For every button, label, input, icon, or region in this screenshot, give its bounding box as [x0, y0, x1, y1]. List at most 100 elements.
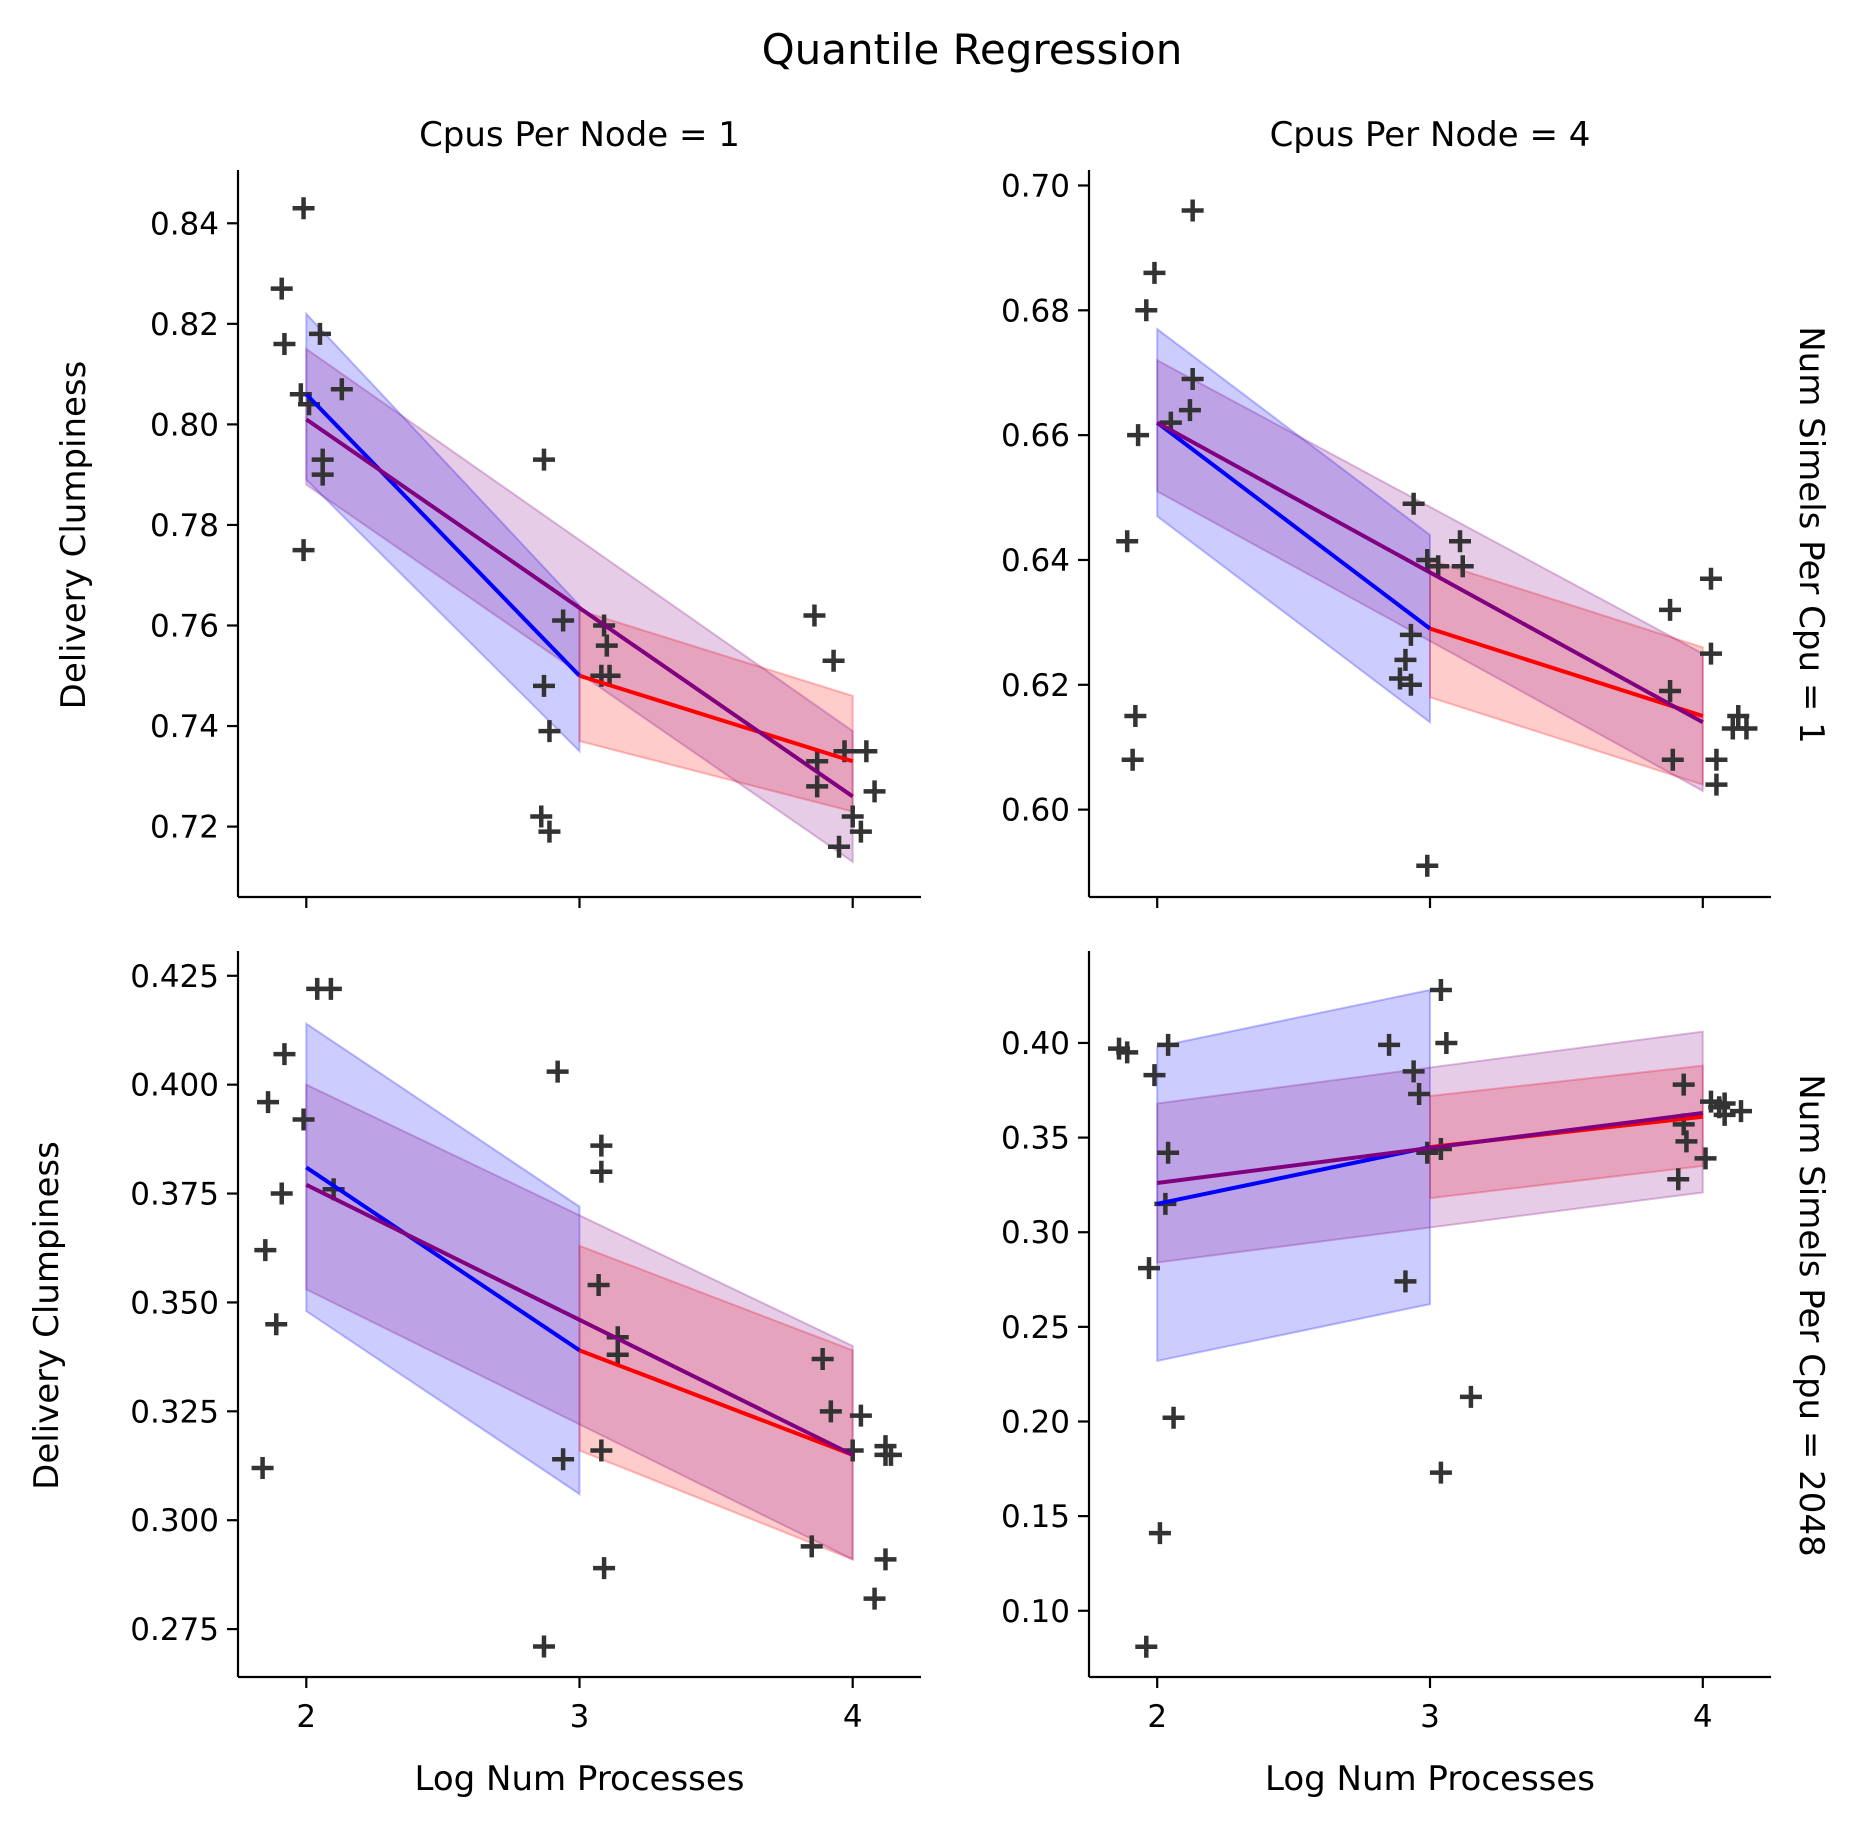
- data-point: [1659, 598, 1682, 621]
- panel-4: 2 3 4 0.10 0.15 0.20 0.25 0.30 0.35 0.40 Num Simel…: [1001, 951, 1831, 1799]
- data-point: [1429, 978, 1452, 1001]
- data-point: [1449, 530, 1472, 553]
- y-tick-label: 0.74: [150, 709, 219, 745]
- data-point: [606, 1343, 629, 1366]
- data-point: [292, 539, 315, 562]
- overall-fit-line: [1156, 1111, 1704, 1185]
- data-point: [532, 448, 555, 471]
- data-point: [806, 775, 829, 798]
- y-tick-label: 0.425: [130, 959, 219, 995]
- data-point: [1699, 567, 1722, 590]
- y-tick-label: 0.62: [1001, 668, 1070, 704]
- data-point: [811, 1348, 834, 1371]
- data-point: [822, 649, 845, 672]
- low-segment-fit-line: [1155, 421, 1432, 631]
- data-point: [1394, 1270, 1417, 1293]
- low-segment-fit-line: [1156, 1145, 1431, 1206]
- data-point: [1429, 1461, 1452, 1484]
- data-point: [538, 720, 561, 743]
- data-point: [1672, 1073, 1695, 1096]
- panel-1: 0.72 0.74 0.76 0.78 0.80 0.82 0.84 Cpus Per Nod…: [54, 115, 921, 908]
- data-point: [1157, 1033, 1180, 1056]
- data-point: [1148, 1522, 1171, 1545]
- data-point: [841, 805, 864, 828]
- y-tick-label: 0.76: [150, 609, 219, 645]
- y-tick-label: 0.60: [1001, 793, 1070, 829]
- data-point: [595, 634, 618, 657]
- x-axis-label: Log Num Processes: [1265, 1759, 1595, 1799]
- data-point: [532, 674, 555, 697]
- data-point: [1699, 642, 1722, 665]
- column-facet-title: Cpus Per Node = 1: [419, 115, 740, 155]
- data-point: [1727, 705, 1750, 727]
- data-point: [1667, 1168, 1690, 1191]
- data-point: [1121, 748, 1144, 771]
- x-tick-label: 3: [1420, 1699, 1440, 1735]
- y-tick-label: 0.82: [150, 307, 219, 343]
- data-point: [1399, 623, 1422, 646]
- facet-grid: 0.72 0.74 0.76 0.78 0.80 0.82 0.84 Cpus Per Nod…: [27, 115, 1831, 1799]
- data-point: [587, 1274, 610, 1297]
- high-segment-fit-line: [578, 673, 854, 764]
- data-point: [1399, 673, 1422, 696]
- data-point: [1116, 530, 1139, 553]
- y-tick-label: 0.300: [130, 1503, 219, 1539]
- data-point: [292, 1108, 315, 1131]
- data-point: [1124, 705, 1147, 727]
- overall-band: [305, 347, 854, 864]
- y-tick-label: 0.20: [1001, 1404, 1070, 1440]
- overall-band: [1156, 358, 1704, 793]
- y-tick-label: 0.66: [1001, 418, 1070, 454]
- data-point: [257, 1091, 280, 1114]
- data-point: [803, 604, 826, 627]
- high-segment-fit-line: [1429, 626, 1704, 718]
- data-point: [552, 609, 575, 632]
- data-point: [273, 332, 296, 355]
- x-tick-label: 4: [843, 1699, 863, 1735]
- data-point: [849, 1404, 872, 1427]
- data-point: [1416, 854, 1439, 877]
- data-point: [819, 1400, 842, 1423]
- panel-3: 2 3 4 0.275 0.300 0.325 0.350 0.375 0.400 0.425 De…: [27, 951, 921, 1799]
- y-tick-label: 0.80: [150, 407, 219, 443]
- data-point: [1435, 1031, 1458, 1054]
- data-point: [855, 740, 878, 763]
- y-tick-label: 0.64: [1001, 543, 1070, 579]
- data-point: [319, 977, 342, 1000]
- data-point: [1135, 1635, 1158, 1658]
- y-tick-label: 0.40: [1001, 1026, 1070, 1062]
- data-point: [1138, 1257, 1161, 1280]
- column-facet-title: Cpus Per Node = 4: [1270, 115, 1591, 155]
- data-point: [1394, 648, 1417, 671]
- row-facet-title: Num Simels Per Cpu = 1: [1791, 326, 1831, 744]
- high-segment-fit-line: [578, 1348, 854, 1457]
- data-point: [308, 322, 331, 345]
- scatter-points: [1108, 978, 1752, 1658]
- figure-title: Quantile Regression: [762, 25, 1183, 74]
- y-tick-label: 0.15: [1001, 1499, 1070, 1535]
- overall-fit-line: [1156, 420, 1704, 724]
- y-axis-label: Delivery Clumpiness: [27, 1141, 67, 1490]
- data-point: [863, 1587, 886, 1610]
- y-tick-label: 0.325: [130, 1394, 219, 1430]
- x-tick-label: 2: [296, 1699, 316, 1735]
- data-point: [292, 197, 315, 220]
- panel-2: 0.60 0.62 0.64 0.66 0.68 0.70 Cpus Per Node = …: [1001, 115, 1831, 908]
- data-point: [1459, 1385, 1482, 1408]
- y-tick-label: 0.350: [130, 1285, 219, 1321]
- data-point: [1143, 1064, 1166, 1087]
- data-point: [1178, 399, 1201, 422]
- y-tick-label: 0.10: [1001, 1594, 1070, 1630]
- data-point: [1416, 1141, 1439, 1164]
- data-point: [1378, 1033, 1401, 1056]
- data-point: [879, 1443, 902, 1466]
- y-axis-label: Delivery Clumpiness: [54, 361, 94, 710]
- data-point: [1127, 424, 1150, 447]
- data-point: [251, 1456, 274, 1479]
- data-point: [828, 835, 851, 858]
- data-point: [270, 277, 293, 300]
- data-point: [874, 1548, 897, 1571]
- low-segment-fit-line: [304, 392, 581, 678]
- data-point: [538, 820, 561, 843]
- data-point: [863, 780, 886, 803]
